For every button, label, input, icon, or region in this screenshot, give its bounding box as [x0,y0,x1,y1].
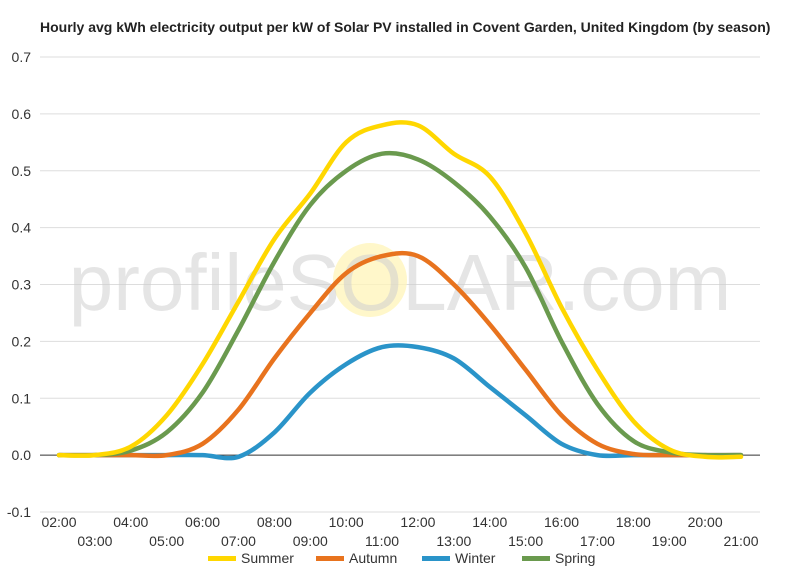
legend-item-spring: Spring [522,550,595,566]
legend-label: Spring [555,550,595,566]
legend-swatch [208,556,236,561]
legend-swatch [316,556,344,561]
y-tick-label: 0.2 [12,333,32,349]
legend-item-summer: Summer [208,550,294,566]
x-tick-label: 06:00 [185,514,220,530]
legend-label: Winter [455,550,496,566]
legend-item-autumn: Autumn [316,550,397,566]
series-line-summer [56,120,744,460]
series-line-spring [56,150,744,458]
x-tick-label: 03:00 [77,533,112,549]
x-tick-label: 17:00 [580,533,615,549]
x-tick-label: 08:00 [257,514,292,530]
legend-item-winter: Winter [422,550,496,566]
legend-swatch [522,556,550,561]
x-tick-label: 07:00 [221,533,256,549]
x-tick-label: 13:00 [436,533,471,549]
y-tick-label: 0.5 [12,163,32,179]
x-tick-label: 09:00 [293,533,328,549]
x-tick-label: 15:00 [508,533,543,549]
x-tick-label: 21:00 [723,533,758,549]
y-tick-label: 0.4 [12,220,32,236]
series-line-winter [56,343,744,461]
x-tick-label: 14:00 [472,514,507,530]
legend-label: Autumn [349,550,397,566]
y-tick-label: 0.6 [12,106,32,122]
watermark-sun-icon [333,243,407,317]
y-tick-label: 0.3 [12,277,32,293]
y-tick-label: 0.0 [12,447,32,463]
y-tick-label: 0.7 [12,49,32,65]
x-tick-label: 12:00 [400,514,435,530]
x-tick-label: 02:00 [41,514,76,530]
x-tick-label: 19:00 [652,533,687,549]
chart-title: Hourly avg kWh electricity output per kW… [40,19,771,35]
x-tick-label: 10:00 [329,514,364,530]
x-tick-label: 05:00 [149,533,184,549]
x-tick-label: 11:00 [365,533,399,549]
legend-swatch [422,556,450,561]
x-tick-label: 18:00 [616,514,651,530]
legend-label: Summer [241,550,294,566]
x-tick-label: 20:00 [688,514,723,530]
x-tick-label: 04:00 [113,514,148,530]
series-line-autumn [56,250,744,459]
x-tick-label: 16:00 [544,514,579,530]
y-tick-label: 0.1 [12,390,32,406]
y-tick-label: -0.1 [7,504,31,520]
